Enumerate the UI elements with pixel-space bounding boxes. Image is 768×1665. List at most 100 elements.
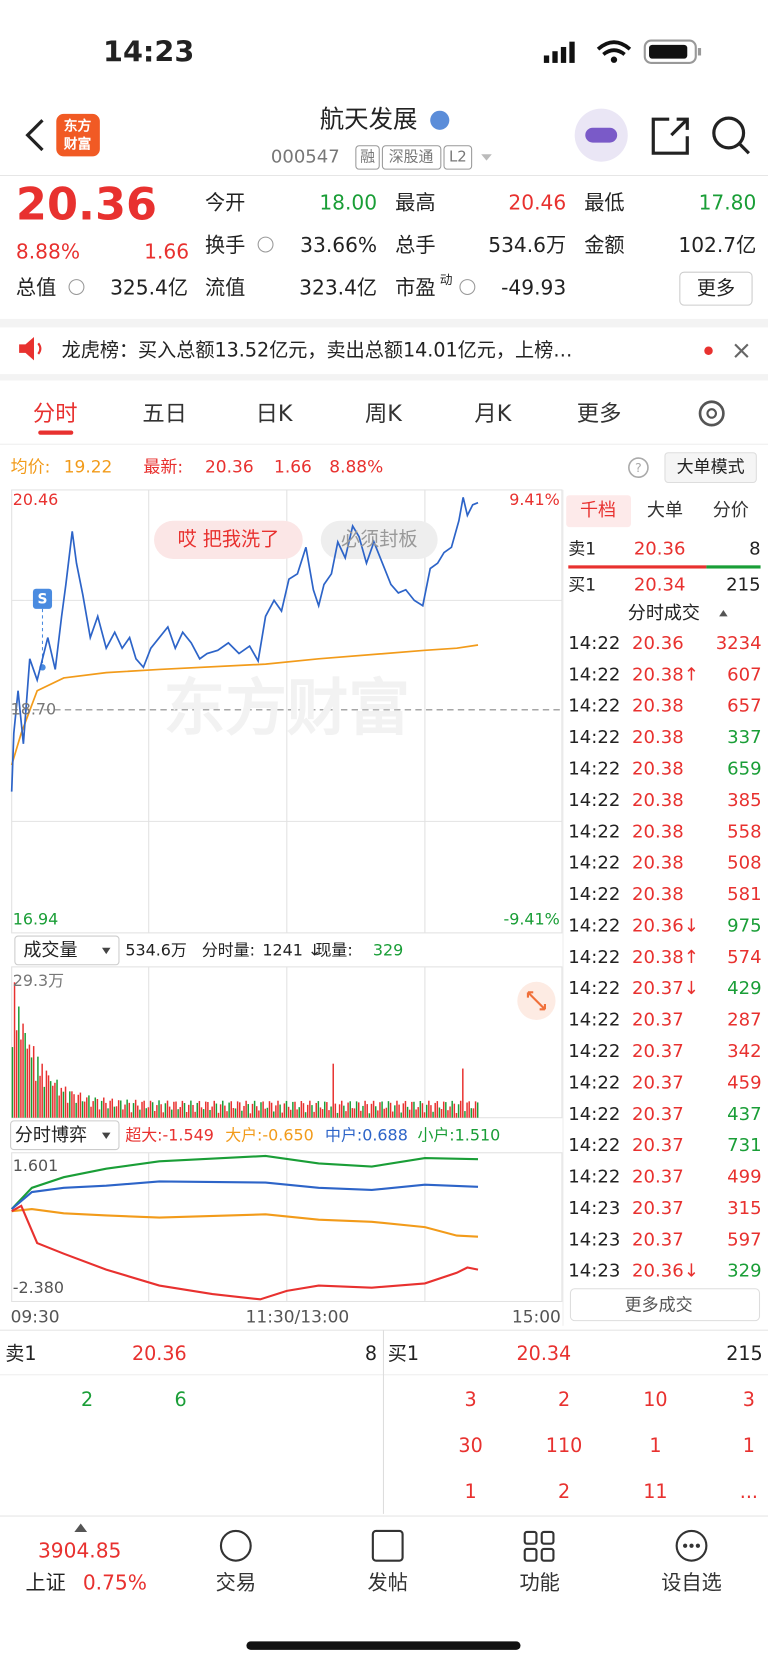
share-button[interactable] [651, 117, 689, 155]
trade-price: 20.37 [632, 1010, 684, 1031]
close-notice[interactable] [734, 343, 749, 358]
latest-change: 1.66 [274, 458, 312, 478]
avg-value: 19.22 [64, 458, 113, 478]
volume-texture [164, 1103, 167, 1118]
search-button[interactable] [712, 116, 746, 150]
field-sup: 动 [440, 273, 453, 288]
queue-cell: 1 [464, 1480, 476, 1503]
more-button[interactable] [679, 271, 753, 306]
info-icon[interactable] [257, 236, 274, 253]
back-button[interactable] [25, 119, 44, 152]
tab[interactable]: 日K [256, 401, 294, 427]
volume-label[interactable]: 成交量 [23, 940, 77, 961]
trade-volume: 3234 [716, 633, 762, 654]
volume-texture [474, 1101, 477, 1118]
volume-texture [124, 1104, 126, 1118]
field-value: 534.6万 [488, 233, 566, 257]
nav-item[interactable]: 发帖 [368, 1571, 408, 1595]
volume-texture [226, 1111, 228, 1118]
y-label: 16.94 [13, 910, 59, 929]
tab[interactable]: 更多 [577, 401, 622, 427]
volume-texture [281, 1112, 283, 1118]
trade-time: 14:22 [568, 1041, 620, 1062]
mode-button[interactable] [664, 452, 757, 484]
nav-item[interactable]: 设自选 [661, 1571, 722, 1595]
logo-text: 财富 [64, 136, 92, 153]
time-label: 11:30/13:00 [246, 1307, 350, 1327]
field-value: 18.00 [319, 191, 377, 215]
volume-texture [343, 1105, 345, 1118]
volume-texture [122, 1109, 124, 1118]
volume-texture [366, 1104, 368, 1118]
side-tab[interactable]: 大单 [647, 500, 683, 521]
volume-texture [362, 1105, 364, 1118]
trade-time: 14:23 [568, 1229, 620, 1250]
volume-texture [357, 1102, 360, 1118]
trade-icon[interactable] [219, 1529, 252, 1562]
volume-texture [145, 1108, 148, 1118]
trade-volume: 337 [727, 727, 761, 748]
field-value: 102.7亿 [678, 233, 756, 257]
nav-item[interactable]: 交易 [216, 1571, 256, 1595]
volume-texture [438, 1107, 441, 1118]
volume-texture [13, 982, 16, 1118]
volume-texture [285, 1100, 288, 1118]
side-tab[interactable]: 千档 [580, 500, 616, 521]
info-icon[interactable] [68, 279, 85, 296]
side-tab[interactable]: 分价 [713, 500, 749, 521]
volume-texture [158, 1100, 160, 1118]
tab[interactable]: 分时 [33, 401, 78, 427]
nav-item[interactable]: 功能 [519, 1571, 559, 1595]
info-icon[interactable] [459, 279, 476, 296]
trade-time: 14:22 [568, 1010, 620, 1031]
trade-time: 14:22 [568, 1167, 620, 1188]
trade-volume: 607 [727, 664, 761, 685]
volume-minute-label: 分时量: [202, 940, 255, 959]
latest-label: 最新: [143, 458, 183, 478]
more-trades[interactable] [569, 1288, 761, 1322]
time-label: 09:30 [11, 1307, 60, 1327]
volume-texture [360, 1110, 362, 1118]
volume-texture [296, 1109, 298, 1118]
volume-texture [347, 1102, 349, 1118]
watchlist-icon[interactable] [675, 1529, 708, 1562]
game-top: 1.601 [13, 1156, 59, 1175]
tab[interactable]: 月K [474, 401, 512, 427]
tab[interactable]: 五日 [142, 401, 187, 427]
volume-texture [279, 1104, 281, 1118]
settings[interactable] [698, 400, 725, 427]
volume-texture [222, 1100, 224, 1118]
trade-volume: 287 [727, 1010, 761, 1031]
tab[interactable]: 周K [365, 401, 403, 427]
volume-texture [130, 1112, 133, 1118]
mode-label[interactable]: 大单模式 [677, 458, 745, 478]
volume-texture [374, 1106, 377, 1118]
volume-texture [330, 1106, 332, 1118]
y-label: 20.46 [13, 490, 59, 509]
logo [56, 113, 100, 157]
trade-price: 20.37 [632, 1041, 684, 1062]
volume-texture [83, 1101, 86, 1118]
volume-texture [20, 1039, 22, 1118]
trade-volume: 581 [727, 884, 761, 905]
volume-texture [275, 1105, 277, 1118]
trade-price: 20.38 [632, 759, 684, 780]
volume-texture [126, 1099, 128, 1118]
volume-texture [419, 1100, 422, 1118]
avg-label: 均价: [11, 458, 51, 478]
volume-total: 534.6万 [125, 940, 187, 959]
price-line [10, 497, 479, 792]
volume-texture [377, 1110, 379, 1118]
volume-texture [200, 1107, 203, 1118]
volume-texture [332, 1063, 334, 1118]
trade-time: 14:22 [568, 884, 620, 905]
game-label[interactable]: 分时博弈 [15, 1125, 87, 1146]
volume-texture [28, 1044, 31, 1118]
volume-now: 329 [373, 940, 403, 959]
more-trades-label[interactable]: 更多成交 [625, 1296, 693, 1316]
volume-texture [389, 1102, 392, 1118]
post-icon[interactable] [371, 1529, 404, 1562]
watermark: 东方财富 [164, 672, 410, 744]
more-label[interactable]: 更多 [697, 277, 735, 300]
